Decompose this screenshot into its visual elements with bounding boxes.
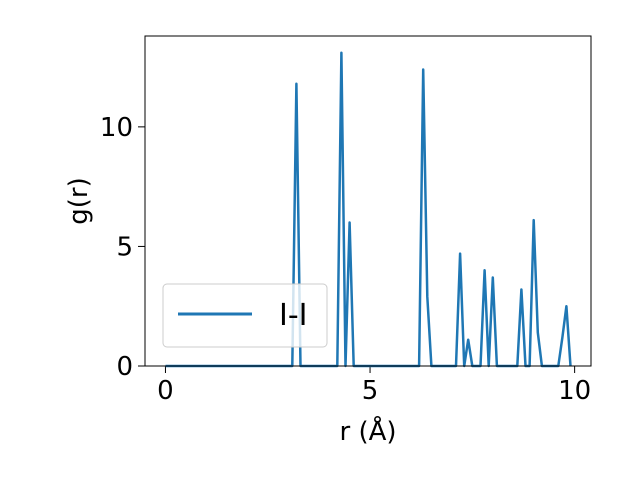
y-tick-label: 10 — [100, 113, 133, 143]
y-tick-label: 5 — [116, 232, 133, 262]
plot-frame — [144, 35, 592, 367]
ticks-layer: 0 5 10 0 5 10 — [100, 113, 591, 406]
legend: I-I — [162, 283, 328, 348]
x-axis-label: r (Å) — [339, 415, 396, 447]
y-tick-label: 0 — [116, 352, 133, 382]
x-tick-label: 0 — [157, 376, 174, 406]
x-tick-label: 5 — [362, 376, 379, 406]
y-axis-label: g(r) — [64, 177, 94, 224]
legend-label: I-I — [279, 298, 308, 333]
x-tick-label: 10 — [558, 376, 591, 406]
